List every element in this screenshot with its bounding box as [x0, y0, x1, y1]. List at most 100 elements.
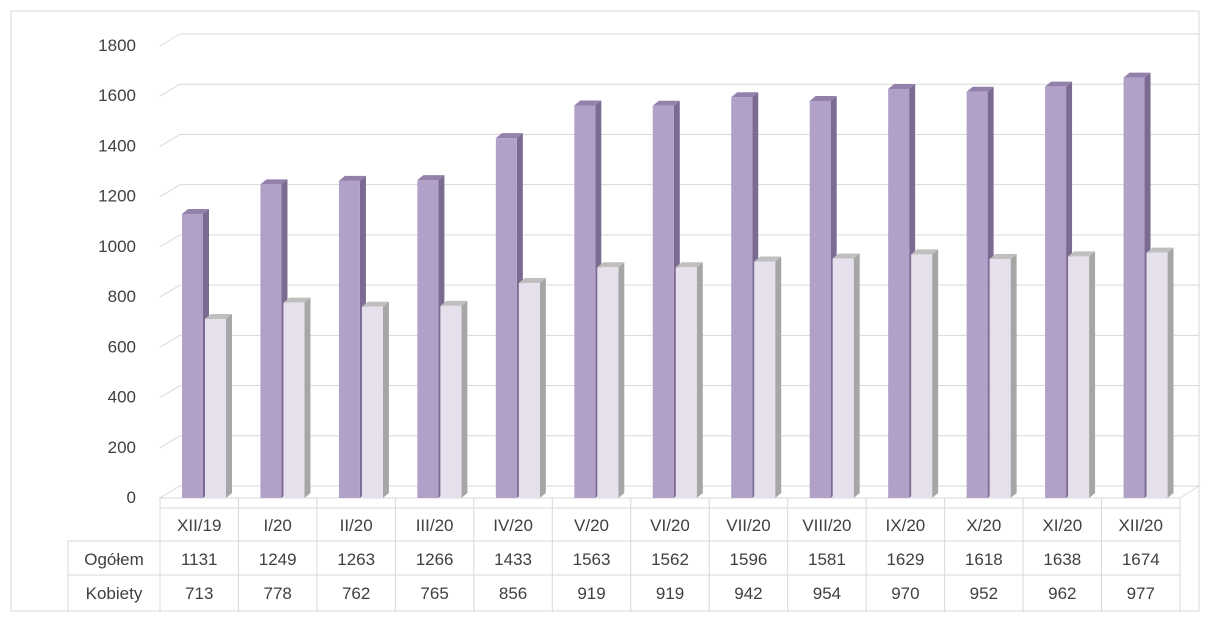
y-tick-label: 1000 [98, 237, 136, 256]
bar [754, 261, 776, 498]
bar [1146, 252, 1168, 498]
bars [182, 72, 1174, 499]
bar-top [495, 133, 523, 139]
bar [518, 283, 540, 498]
bar [495, 138, 517, 498]
bar [260, 184, 282, 498]
gridline-depth [159, 435, 181, 449]
bar-top [652, 100, 680, 106]
bar [417, 180, 439, 499]
table-value-cell: 765 [420, 584, 448, 603]
gridline-depth [159, 134, 181, 147]
table-value-cell: 1563 [573, 550, 611, 569]
bar [205, 318, 226, 498]
table-value-cell: 713 [185, 584, 213, 603]
table-value-cell: 977 [1127, 584, 1155, 603]
y-tick-label: 600 [108, 337, 136, 356]
table-header-cell: X/20 [966, 516, 1001, 535]
gridline-depth [159, 284, 181, 298]
bar-top [1123, 72, 1151, 78]
table-header-cell: II/20 [340, 516, 373, 535]
bar-top [911, 249, 939, 255]
data-table: XII/19 1131 713 I/20 1249 778 II/20 1263 762 III/… [67, 498, 1181, 612]
bar-side [382, 301, 389, 498]
table-value-cell: 1581 [808, 550, 846, 569]
bar-side [304, 297, 311, 498]
table-value-cell: 778 [264, 584, 292, 603]
gridline-depth [159, 184, 181, 198]
bar-top [832, 253, 860, 259]
bar-top [260, 179, 288, 185]
gridline-depth [159, 83, 181, 97]
table-value-cell: 954 [813, 584, 841, 603]
bar-top [574, 100, 602, 106]
bar-top [1045, 81, 1073, 87]
table-header-cell: VI/20 [650, 516, 690, 535]
table-header-cell: XII/20 [1119, 516, 1163, 535]
bar-top [989, 253, 1017, 259]
table-value-cell: 952 [970, 584, 998, 603]
legend-label: Ogółem [84, 550, 144, 569]
bar [911, 254, 933, 498]
bar-top [754, 256, 782, 262]
bar [574, 105, 596, 498]
table-value-cell: 1266 [416, 550, 454, 569]
bar-top [675, 262, 703, 268]
bar [1123, 77, 1145, 498]
bar-top [361, 301, 389, 307]
table-value-cell: 1131 [181, 550, 218, 569]
bar-side [853, 253, 860, 498]
table-value-cell: 942 [734, 584, 762, 603]
bar [888, 88, 910, 498]
table-value-cell: 1249 [259, 550, 297, 569]
table-header-cell: I/20 [264, 516, 292, 535]
bar-top [809, 95, 837, 101]
bar [809, 100, 831, 498]
table-value-cell: 856 [499, 584, 527, 603]
bar [338, 180, 360, 498]
bar-top [417, 175, 445, 181]
bar-side [539, 278, 546, 498]
bar-top [205, 313, 232, 319]
bar [966, 91, 988, 499]
bar [652, 105, 674, 499]
y-tick-label: 400 [108, 388, 136, 407]
y-axis: 0 200 400 600 800 1000 1200 1400 1600 1800 [98, 36, 136, 507]
table-value-cell: 762 [342, 584, 370, 603]
bar-top [1146, 247, 1174, 253]
table-header-cell: VIII/20 [802, 516, 851, 535]
gridline-depth [159, 334, 181, 348]
bar-side [696, 262, 703, 498]
bar-top [182, 208, 209, 214]
table-header-cell: III/20 [416, 516, 454, 535]
bar [731, 97, 753, 498]
bar [675, 267, 697, 498]
bar-top [597, 262, 625, 268]
table-value-cell: 919 [577, 584, 605, 603]
bar-side [1010, 253, 1017, 498]
table-value-cell: 970 [891, 584, 919, 603]
bar [1068, 256, 1090, 498]
table-value-cell: 919 [656, 584, 684, 603]
chart-border [10, 10, 1200, 612]
gridline-depth [159, 234, 181, 248]
bar [989, 258, 1011, 498]
y-tick-label: 1600 [98, 86, 136, 105]
bar [361, 306, 383, 498]
table-value-cell: 1433 [494, 550, 532, 569]
bar-top [338, 175, 366, 181]
bar [182, 213, 203, 498]
table-header-cell: XI/20 [1042, 516, 1082, 535]
bar-top [731, 92, 759, 98]
bar-side [1167, 247, 1174, 498]
y-tick-label: 800 [108, 287, 136, 306]
table-header-cell: V/20 [574, 516, 609, 535]
bar [832, 258, 854, 498]
table-value-cell: 1629 [886, 550, 924, 569]
bar-side [775, 256, 782, 498]
table-header-cell: IV/20 [493, 516, 533, 535]
gridline-depth [159, 385, 181, 398]
table-header-cell: XII/19 [177, 516, 221, 535]
bar-side [618, 262, 625, 498]
